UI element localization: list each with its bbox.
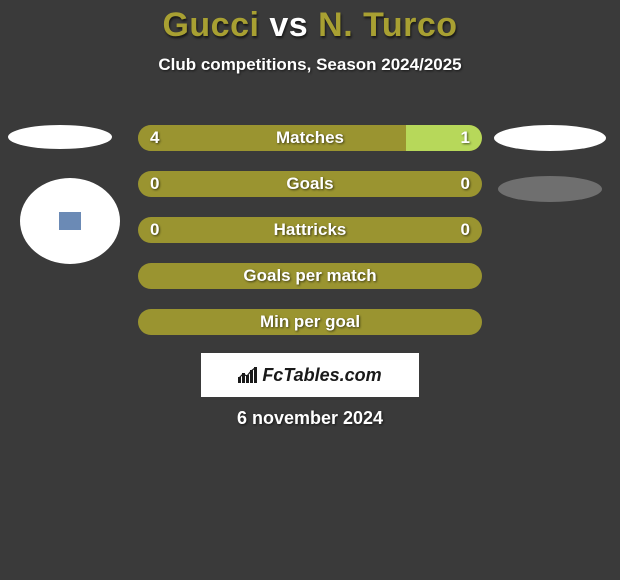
- decoration-ellipse-mid-right: [498, 176, 602, 202]
- brand-text: FcTables.com: [262, 365, 381, 386]
- subtitle: Club competitions, Season 2024/2025: [0, 55, 620, 75]
- decoration-ellipse-top-left: [8, 125, 112, 149]
- brand-badge: FcTables.com: [201, 353, 419, 397]
- stat-row: 00Goals: [138, 171, 482, 197]
- stat-row: 41Matches: [138, 125, 482, 151]
- stat-row: Min per goal: [138, 309, 482, 335]
- stat-label: Min per goal: [138, 312, 482, 332]
- title-right: N. Turco: [318, 6, 457, 44]
- root: Gucci vs N. Turco Club competitions, Sea…: [0, 0, 620, 580]
- avatar-placeholder-icon: [59, 212, 81, 230]
- date-label: 6 november 2024: [0, 408, 620, 429]
- player-avatar-left: [20, 178, 120, 264]
- stat-label: Goals: [138, 174, 482, 194]
- stats-table: 41Matches 00Goals 00Hattricks Goals per mat…: [138, 125, 482, 355]
- stat-row: Goals per match: [138, 263, 482, 289]
- stat-label: Hattricks: [138, 220, 482, 240]
- title-vs: vs: [269, 6, 308, 44]
- title-left: Gucci: [162, 6, 259, 44]
- bars-icon: [238, 367, 258, 383]
- stat-row: 00Hattricks: [138, 217, 482, 243]
- stat-label: Matches: [138, 128, 482, 148]
- stat-label: Goals per match: [138, 266, 482, 286]
- decoration-ellipse-top-right: [494, 125, 606, 151]
- brand-badge-content: FcTables.com: [238, 365, 381, 386]
- page-title: Gucci vs N. Turco: [0, 0, 620, 45]
